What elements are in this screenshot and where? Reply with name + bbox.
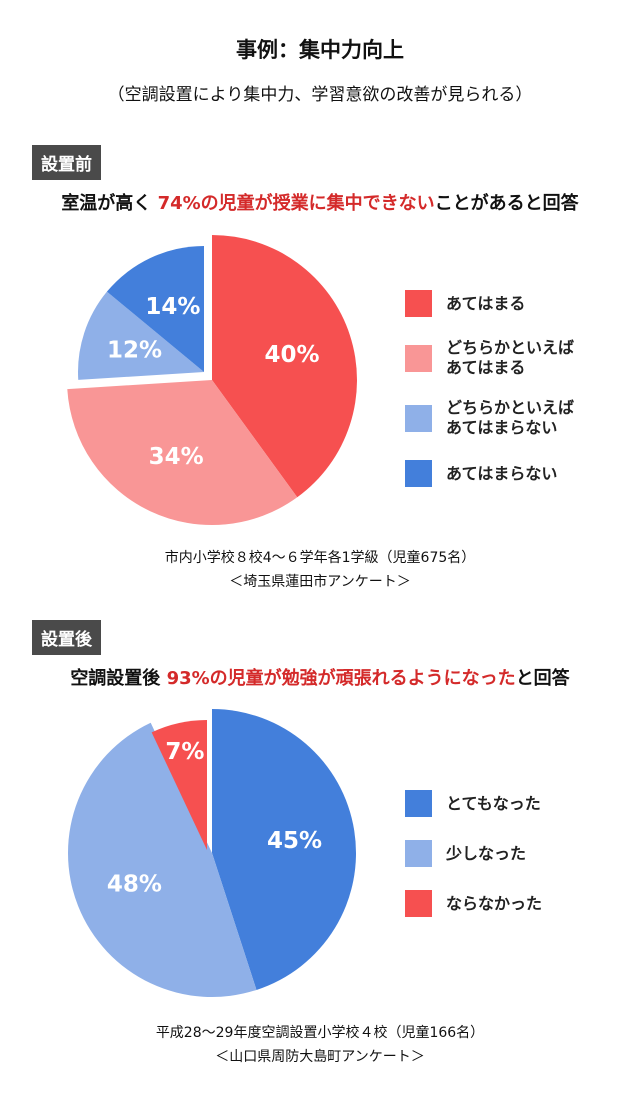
legend-label: どちらかといえば あてはまる	[446, 338, 574, 378]
slice-label: 45%	[267, 828, 322, 854]
legend-label-line2: あてはまる	[446, 358, 526, 377]
legend-item: 少しなった	[405, 840, 526, 867]
pie-slice	[151, 720, 207, 850]
legend-swatch	[405, 404, 432, 432]
page-title: 事例：集中力向上	[236, 38, 404, 62]
legend-item: どちらかといえば あてはまらない	[405, 398, 574, 438]
after-pie-chart: 45% 48% 7%	[67, 709, 357, 997]
legend-item: あてはまる	[405, 290, 525, 317]
after-footnote-line2: ＜山口県周防大島町アンケート＞	[215, 1049, 425, 1065]
legend-item: あてはまらない	[405, 460, 557, 487]
pie-slice	[212, 709, 357, 990]
before-headline-post: ことがあると回答	[434, 193, 579, 214]
legend-swatch	[405, 790, 432, 817]
after-footnote: 平成28〜29年度空調設置小学校４校（児童166名） ＜山口県周防大島町アンケー…	[0, 1021, 640, 1069]
before-footnote: 市内小学校８校4〜６学年各1学級（児童675名） ＜埼玉県蓮田市アンケート＞	[0, 546, 640, 594]
legend-label-line1: あてはまる	[446, 293, 526, 313]
before-headline-pre: 室温が高く	[61, 193, 158, 214]
legend-label: とてもなった	[446, 794, 541, 814]
legend-label: ならなかった	[446, 894, 542, 914]
before-headline: 室温が高く 74%の児童が授業に集中できないことがあると回答	[0, 189, 640, 215]
before-headline-highlight: 74%の児童が授業に集中できない	[157, 193, 435, 214]
legend-label: 少しなった	[446, 844, 526, 864]
legend-item: とてもなった	[405, 790, 541, 817]
legend-swatch	[405, 890, 432, 917]
pie-slice	[67, 380, 298, 525]
legend-swatch	[405, 840, 432, 867]
before-pie-chart: 40% 34% 12% 14%	[67, 235, 357, 525]
slice-label: 7%	[165, 739, 204, 765]
after-headline-pre: 空調設置後	[70, 668, 167, 689]
legend-label-line1: どちらかといえば	[446, 398, 575, 417]
legend-swatch	[405, 460, 432, 487]
after-headline-highlight: 93%の児童が勉強が頑張れるようになった	[166, 668, 516, 689]
pie-slice	[106, 246, 204, 372]
legend-swatch	[405, 290, 432, 317]
before-badge: 設置前	[32, 145, 101, 180]
page-subtitle: （空調設置により集中力、学習意欲の改善が見られる）	[107, 85, 533, 105]
pie-slice	[67, 722, 257, 997]
after-headline-post: と回答	[515, 668, 570, 689]
slice-label: 12%	[107, 337, 162, 363]
legend-label: あてはまらない	[446, 464, 557, 484]
legend-item: ならなかった	[405, 890, 542, 917]
legend-label-line1: あてはまらない	[446, 463, 558, 483]
legend-item: どちらかといえば あてはまる	[405, 338, 574, 378]
legend-label-line1: どちらかといえば	[446, 338, 575, 357]
legend-label: あてはまる	[446, 294, 525, 314]
legend-label: どちらかといえば あてはまらない	[446, 398, 574, 438]
legend-label-line1: とてもなった	[446, 793, 541, 813]
slice-label: 48%	[107, 872, 162, 898]
after-headline: 空調設置後 93%の児童が勉強が頑張れるようになったと回答	[0, 664, 640, 690]
before-footnote-line2: ＜埼玉県蓮田市アンケート＞	[229, 574, 411, 590]
after-footnote-line1: 平成28〜29年度空調設置小学校４校（児童166名）	[155, 1025, 485, 1041]
slice-label: 40%	[264, 342, 319, 368]
slice-label: 34%	[149, 444, 204, 470]
legend-label-line2: あてはまらない	[446, 418, 558, 437]
before-footnote-line1: 市内小学校８校4〜６学年各1学級（児童675名）	[164, 550, 476, 566]
slice-label: 14%	[145, 294, 200, 320]
after-badge: 設置後	[32, 620, 101, 655]
pie-slice	[78, 291, 204, 380]
legend-label-line1: 少しなった	[446, 843, 527, 863]
pie-slice	[212, 235, 357, 498]
legend-swatch	[405, 344, 432, 372]
legend-label-line1: ならなかった	[446, 893, 543, 913]
